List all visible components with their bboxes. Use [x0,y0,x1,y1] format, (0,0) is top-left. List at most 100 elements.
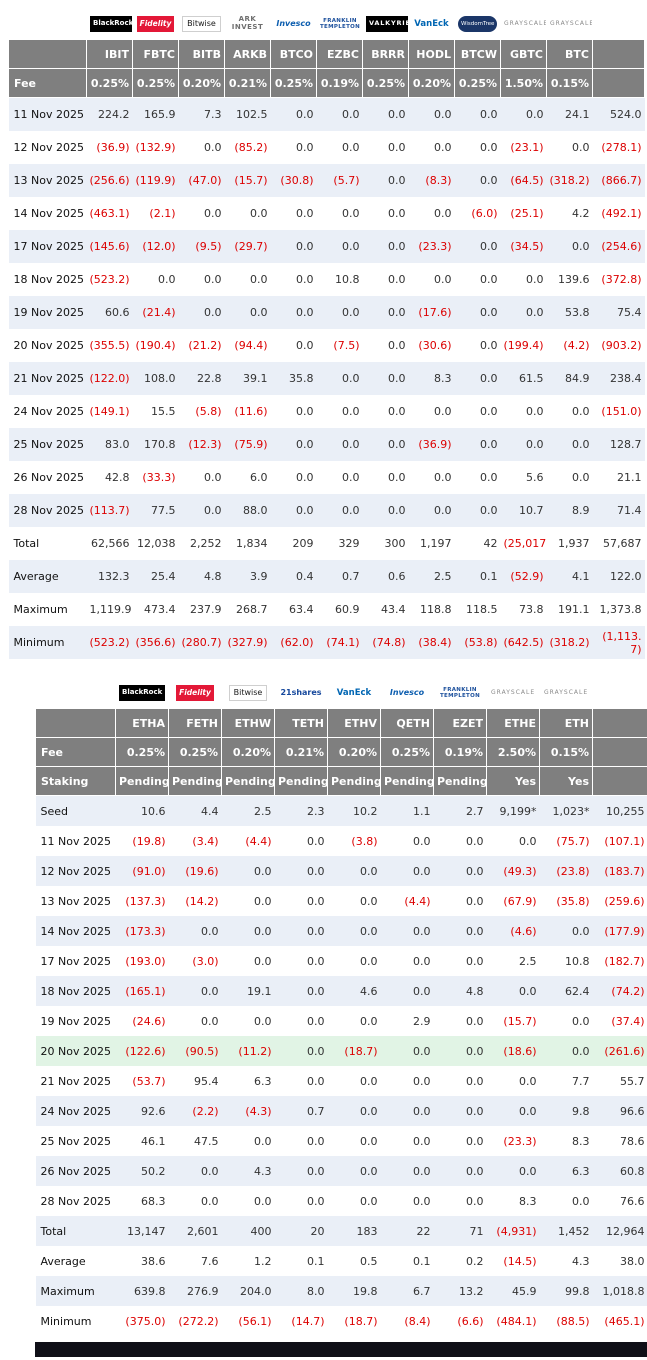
ticker-total-spacer [592,708,647,738]
summary-label: Total [13,537,40,550]
grayscale-logo: GRAYSCALE [504,20,547,28]
value-cell: (34.5) [510,240,544,253]
value-cell: 1,119.9 [89,603,132,616]
value-cell: 24.1 [565,108,590,121]
value-cell: 0.0 [204,207,222,220]
value-cell: 102.5 [236,108,268,121]
value-cell: 0.0 [466,1194,484,1208]
ticker-header: ETHE [486,708,540,738]
value-cell: 68.3 [141,1194,166,1208]
value-cell: 0.0 [466,924,484,938]
value-cell: (903.2) [601,339,642,352]
value-cell: 0.0 [296,471,314,484]
value-cell: 473.4 [144,603,176,616]
value-cell: 0.0 [572,438,590,451]
bitwise-logo: Bitwise [182,15,221,33]
fee-value: 0.25% [380,737,434,767]
value-cell: 13,147 [127,1224,166,1238]
value-cell: 132.3 [98,570,130,583]
fee-value: 0.21% [274,737,328,767]
value-cell: 62.4 [565,984,590,998]
flow-row: 12 Nov 2025 (91.0) (19.6) 0.0 0.0 0.0 0.0 0.0 (4… [35,856,647,886]
value-cell: 0.0 [572,240,590,253]
value-cell: 0.0 [466,954,484,968]
value-cell: 96.6 [620,1104,645,1118]
value-cell: 2.9 [413,1014,431,1028]
value-cell: 7.6 [201,1254,219,1268]
franklin-logo: FRANKLIN TEMPLETON [439,687,480,700]
date-cell: 25 Nov 2025 [13,438,84,451]
summary-label: Maximum [40,1284,95,1298]
value-cell: 0.0 [434,273,452,286]
value-cell: 0.0 [388,207,406,220]
value-cell: 20 [310,1224,325,1238]
value-cell: (23.3) [418,240,452,253]
grayscale-logo: GRAYSCALE [544,689,589,697]
value-cell: 0.0 [480,273,498,286]
value-cell: 0.0 [480,240,498,253]
flow-row: 14 Nov 2025 (463.1) (2.1) 0.0 0.0 0.0 0.0 0.0 0.… [8,197,645,230]
blackrock-logo-cell: BlackRock [115,677,169,709]
value-cell: (278.1) [601,141,642,154]
value-cell: 122.0 [610,570,642,583]
fee-value: 0.20% [221,737,275,767]
value-cell: (52.9) [510,570,544,583]
date-cell: 28 Nov 2025 [13,504,84,517]
value-cell: 139.6 [558,273,590,286]
summary-label: Average [40,1254,86,1268]
value-cell: 4.8 [466,984,484,998]
value-cell: 0.0 [466,894,484,908]
value-cell: (4.2) [563,339,590,352]
value-cell: (36.9) [418,438,452,451]
flow-row: 28 Nov 2025 (113.7) 77.5 0.0 88.0 0.0 0.0 0.0 0.… [8,494,645,527]
ticker-header: ETHV [327,708,381,738]
date-cell: 19 Nov 2025 [13,306,84,319]
value-cell: (119.9) [135,174,176,187]
ticker-header: BTCO [270,39,317,69]
value-cell: (21.2) [188,339,222,352]
fee-value: 0.20% [408,68,455,98]
value-cell: (24.6) [132,1014,166,1028]
value-cell: (19.6) [185,864,219,878]
value-cell: 38.6 [141,1254,166,1268]
date-cell: 13 Nov 2025 [13,174,84,187]
value-cell: 0.0 [434,471,452,484]
value-cell: 8.3 [572,1134,590,1148]
flow-row: 13 Nov 2025 (137.3) (14.2) 0.0 0.0 0.0 (4.4) 0.… [35,886,647,916]
value-cell: 0.0 [360,1164,378,1178]
value-cell: 42 [483,537,498,550]
value-cell: 71.4 [617,504,642,517]
value-cell: 4.4 [201,804,219,818]
value-cell: 8.0 [307,1284,325,1298]
value-cell: 204.0 [240,1284,272,1298]
ticker-header: BITB [178,39,225,69]
value-cell: 0.0 [466,1104,484,1118]
value-cell: (56.1) [238,1314,272,1328]
value-cell: 35.8 [289,372,314,385]
value-cell: 0.0 [250,273,268,286]
value-cell: 12,964 [606,1224,645,1238]
value-cell: 0.0 [204,471,222,484]
value-cell: 4.3 [254,1164,272,1178]
value-cell: 0.5 [360,1254,378,1268]
value-cell: (23.1) [510,141,544,154]
value-cell: 0.0 [342,306,360,319]
value-cell: (64.5) [510,174,544,187]
wisdomtree-logo: WisdomTree [458,15,498,33]
value-cell: 329 [338,537,360,550]
value-cell: 0.0 [296,438,314,451]
vaneck-logo-cell: VanEck [408,8,455,40]
value-cell: (29.7) [234,240,268,253]
value-cell: 0.0 [342,438,360,451]
date-cell: 24 Nov 2025 [13,405,84,418]
value-cell: (15.7) [503,1014,537,1028]
ticker-header: BTCW [454,39,501,69]
value-cell: (132.9) [135,141,176,154]
value-cell: 0.0 [388,174,406,187]
value-cell: 0.0 [434,504,452,517]
value-cell: 0.0 [466,1044,484,1058]
fee-value: 0.15% [539,737,593,767]
value-cell: 400 [250,1224,272,1238]
value-cell: 0.0 [466,1164,484,1178]
value-cell: 83.0 [105,438,130,451]
